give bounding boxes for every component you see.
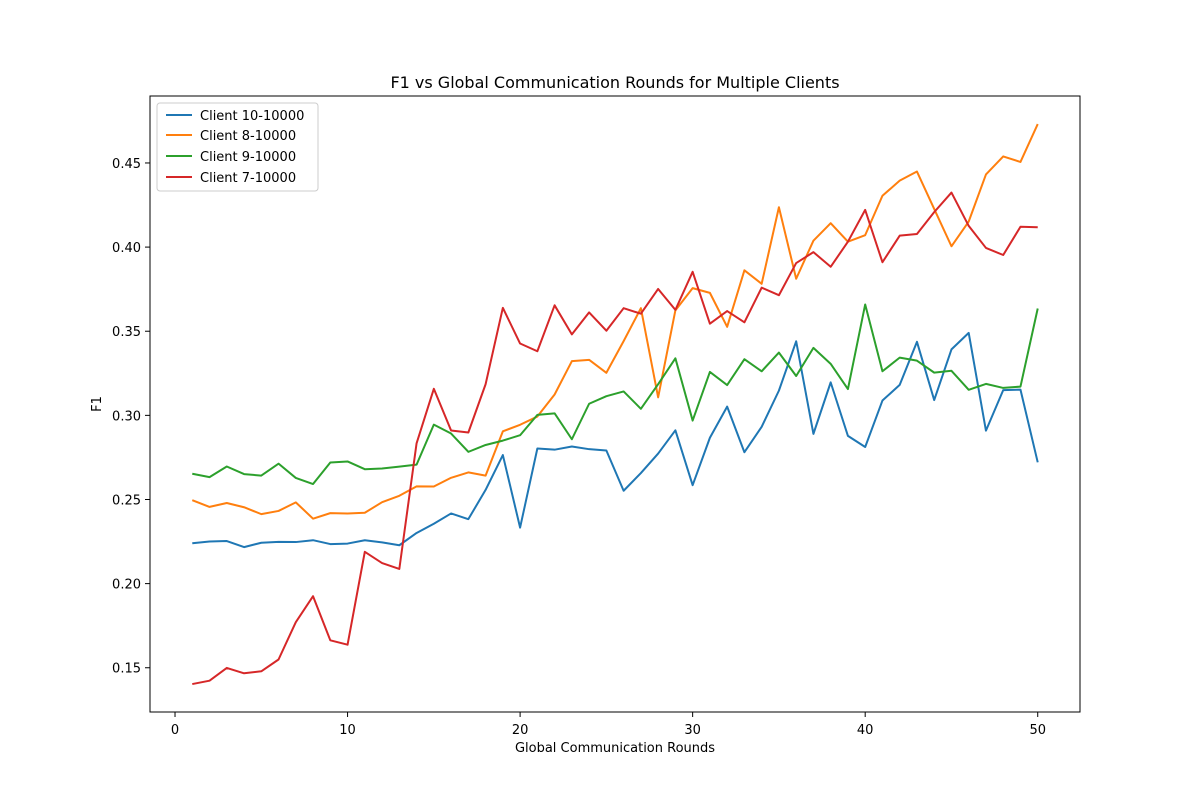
series-line-1 bbox=[191, 123, 1039, 520]
y-tick-label: 0.15 bbox=[112, 662, 141, 677]
y-axis-ticks: 0.15 0.20 0.25 0.30 0.35 0.40 0.45 bbox=[112, 157, 150, 677]
series-line-2 bbox=[192, 303, 1039, 486]
chart-title: F1 vs Global Communication Rounds for Mu… bbox=[390, 73, 839, 92]
legend-label: Client 9-10000 bbox=[200, 150, 296, 165]
y-tick-label: 0.30 bbox=[112, 409, 141, 424]
legend-label: Client 10-10000 bbox=[200, 109, 304, 124]
legend: Client 10-10000 Client 8-10000 Client 9-… bbox=[156, 102, 319, 192]
y-tick-label: 0.40 bbox=[112, 241, 141, 256]
y-tick-label: 0.25 bbox=[112, 493, 141, 508]
x-axis-ticks: 0 10 20 30 40 50 bbox=[171, 712, 1046, 738]
series-line-0 bbox=[192, 331, 1039, 549]
y-tick-label: 0.35 bbox=[112, 325, 141, 340]
series-line-3 bbox=[192, 191, 1038, 686]
x-tick-label: 50 bbox=[1029, 723, 1046, 738]
x-tick-label: 40 bbox=[857, 723, 874, 738]
x-tick-label: 30 bbox=[684, 723, 701, 738]
x-tick-label: 20 bbox=[512, 723, 529, 738]
y-tick-label: 0.45 bbox=[112, 157, 141, 172]
x-tick-label: 0 bbox=[171, 723, 179, 738]
legend-label: Client 8-10000 bbox=[200, 129, 296, 144]
plot-frame bbox=[149, 95, 1081, 713]
x-tick-label: 10 bbox=[339, 723, 356, 738]
legend-label: Client 7-10000 bbox=[200, 171, 296, 186]
legend-box bbox=[156, 102, 319, 192]
y-axis-label: F1 bbox=[90, 396, 105, 412]
series-lines bbox=[191, 123, 1039, 686]
x-axis-label: Global Communication Rounds bbox=[515, 741, 715, 756]
y-tick-label: 0.20 bbox=[112, 578, 141, 593]
